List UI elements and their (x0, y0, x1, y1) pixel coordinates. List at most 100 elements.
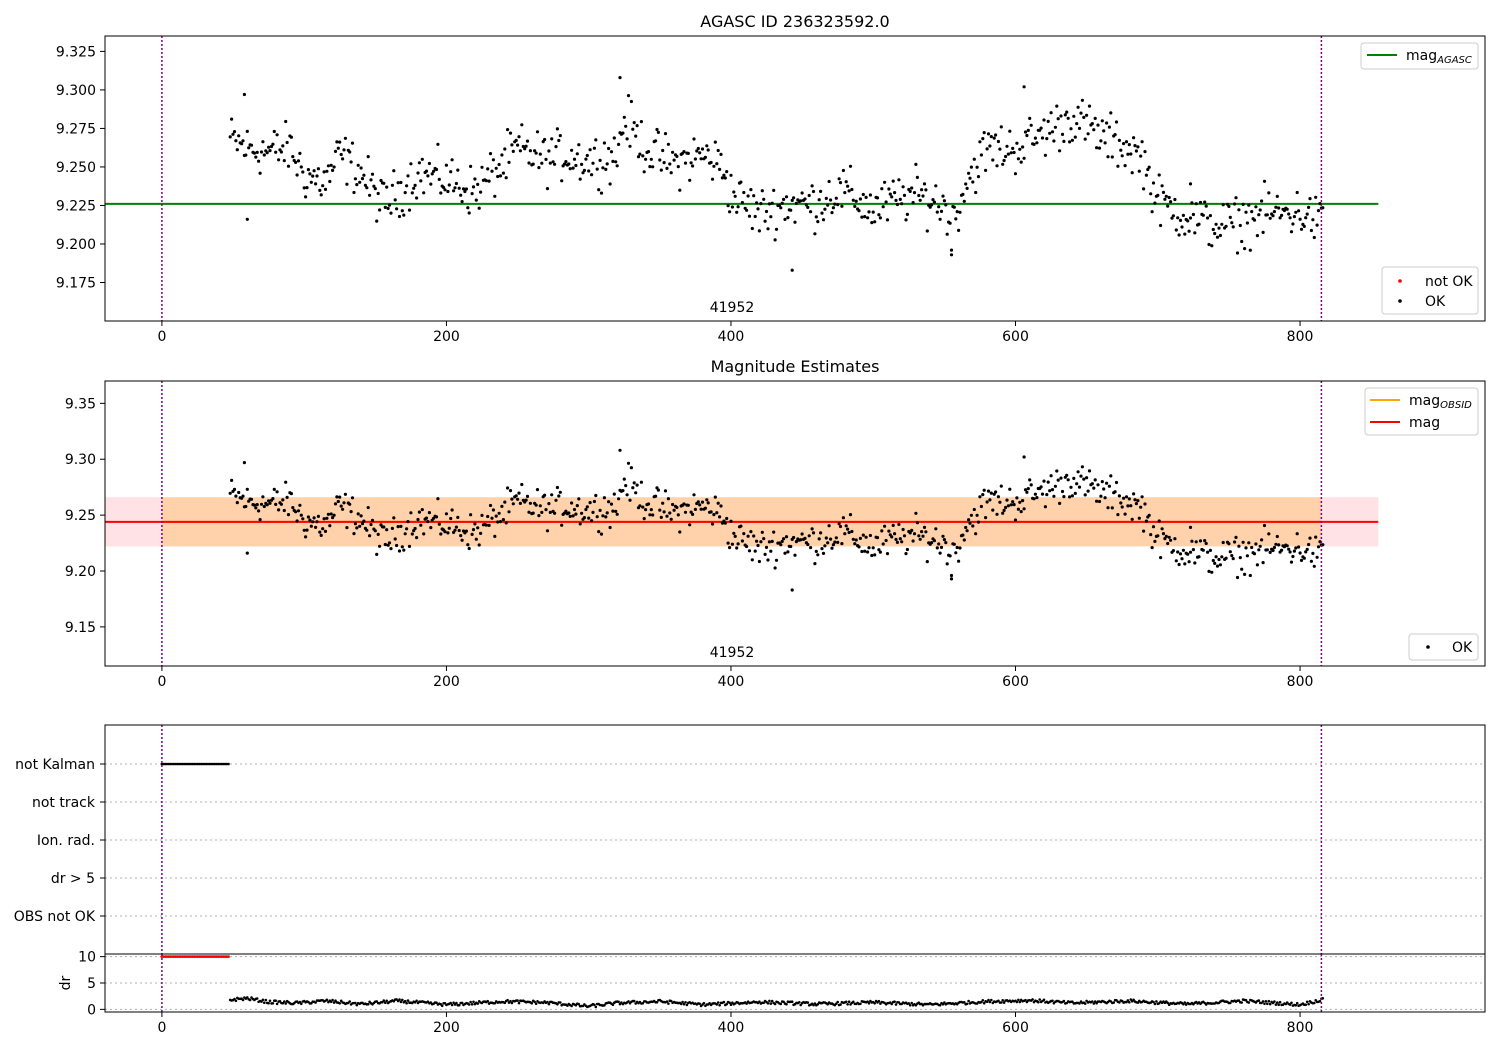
mag-point (574, 163, 578, 168)
mag-point (669, 171, 673, 175)
mag-point (1173, 537, 1177, 541)
mag-point (693, 507, 698, 511)
mag-point (602, 496, 607, 500)
mag-point (1314, 535, 1318, 539)
mag-point (1062, 139, 1066, 143)
mag-point (1005, 498, 1009, 502)
dr-point (260, 1000, 263, 1003)
mag-point (634, 491, 638, 495)
mag-point (456, 515, 460, 520)
dr-point (593, 1003, 596, 1007)
mag-point (934, 527, 938, 531)
mag-point (1149, 192, 1153, 196)
dr-point (415, 999, 418, 1003)
mag-point (793, 553, 797, 557)
mag-point (1197, 555, 1201, 559)
mag-point (850, 529, 854, 534)
mag-point (1105, 121, 1109, 125)
dr-point (248, 998, 252, 1002)
mag-point (784, 195, 789, 199)
mag-point (490, 516, 494, 520)
mag-point (719, 152, 723, 156)
mag-point (316, 167, 320, 171)
mag-point (328, 524, 332, 528)
mag-point (716, 501, 720, 505)
mag-point (820, 211, 824, 215)
mag-point (910, 186, 914, 190)
mag-point (641, 154, 645, 158)
mag-point (935, 210, 939, 214)
dr-point (745, 1002, 748, 1005)
mag-point (921, 194, 925, 198)
y-tick-label: 5 (87, 976, 96, 992)
mag-point (853, 542, 857, 546)
mag-point (967, 518, 971, 522)
mag-point (1280, 548, 1284, 552)
x-tick-label: 400 (718, 674, 745, 690)
dr-point (987, 998, 990, 1002)
mag-point (725, 516, 729, 521)
mag-point (1169, 200, 1173, 204)
mag-point (846, 527, 850, 531)
mag-point (1011, 500, 1015, 504)
mag-point (336, 146, 340, 150)
mag-point (1244, 546, 1248, 550)
mag-point (274, 502, 278, 506)
mag-point (399, 180, 403, 185)
mag-point (783, 551, 787, 555)
mag-point (490, 169, 494, 173)
mag-point (571, 166, 575, 170)
mag-point (649, 157, 653, 161)
mag-point (1001, 511, 1005, 515)
mag-point (942, 199, 947, 203)
mag-point (632, 481, 636, 485)
mag-point (506, 486, 510, 490)
mag-point (607, 500, 611, 504)
mag-point (1299, 558, 1304, 563)
mag-point (488, 503, 493, 508)
legend-mag-agasc: magAGASC (1406, 48, 1472, 66)
mag-point (543, 137, 547, 142)
mag-point (873, 220, 877, 224)
mag-point (242, 92, 246, 97)
mag-point (1053, 125, 1057, 129)
mag-point (868, 193, 873, 197)
dr-point (1274, 1003, 1278, 1006)
dr-point (603, 1004, 606, 1007)
mag-point (470, 192, 474, 196)
mag-point (510, 143, 514, 147)
mag-point (279, 502, 283, 506)
mag-point (272, 129, 276, 134)
mag-point (1100, 480, 1104, 484)
mag-point (1299, 227, 1304, 231)
mag-point (883, 180, 887, 184)
mag-point (409, 511, 413, 515)
dr-point (1024, 998, 1027, 1002)
mag-point (447, 526, 451, 530)
mag-point (345, 182, 349, 186)
mag-point (740, 539, 745, 543)
mag-point (917, 534, 921, 538)
mag-point (1151, 525, 1156, 529)
mag-point (372, 184, 376, 188)
mag-point (535, 488, 540, 492)
dr-point (348, 1000, 352, 1003)
dr-point (1304, 1003, 1307, 1006)
mag-point (570, 501, 574, 505)
mag-point (1068, 140, 1072, 144)
dr-point (570, 1004, 573, 1008)
dr-point (1313, 1001, 1316, 1005)
mag-point (471, 528, 476, 532)
mag-point (514, 138, 518, 142)
mag-point (1297, 545, 1301, 549)
dr-point (1078, 1002, 1081, 1005)
mag-point (1035, 496, 1039, 500)
mag-point (1079, 474, 1083, 478)
y-tick-label: 9.300 (56, 83, 96, 99)
dr-point (1294, 1004, 1298, 1007)
dr-point (457, 1003, 461, 1007)
mag-point (548, 161, 552, 165)
mag-point (622, 477, 626, 481)
mag-point (322, 170, 326, 174)
mag-point (867, 210, 871, 214)
